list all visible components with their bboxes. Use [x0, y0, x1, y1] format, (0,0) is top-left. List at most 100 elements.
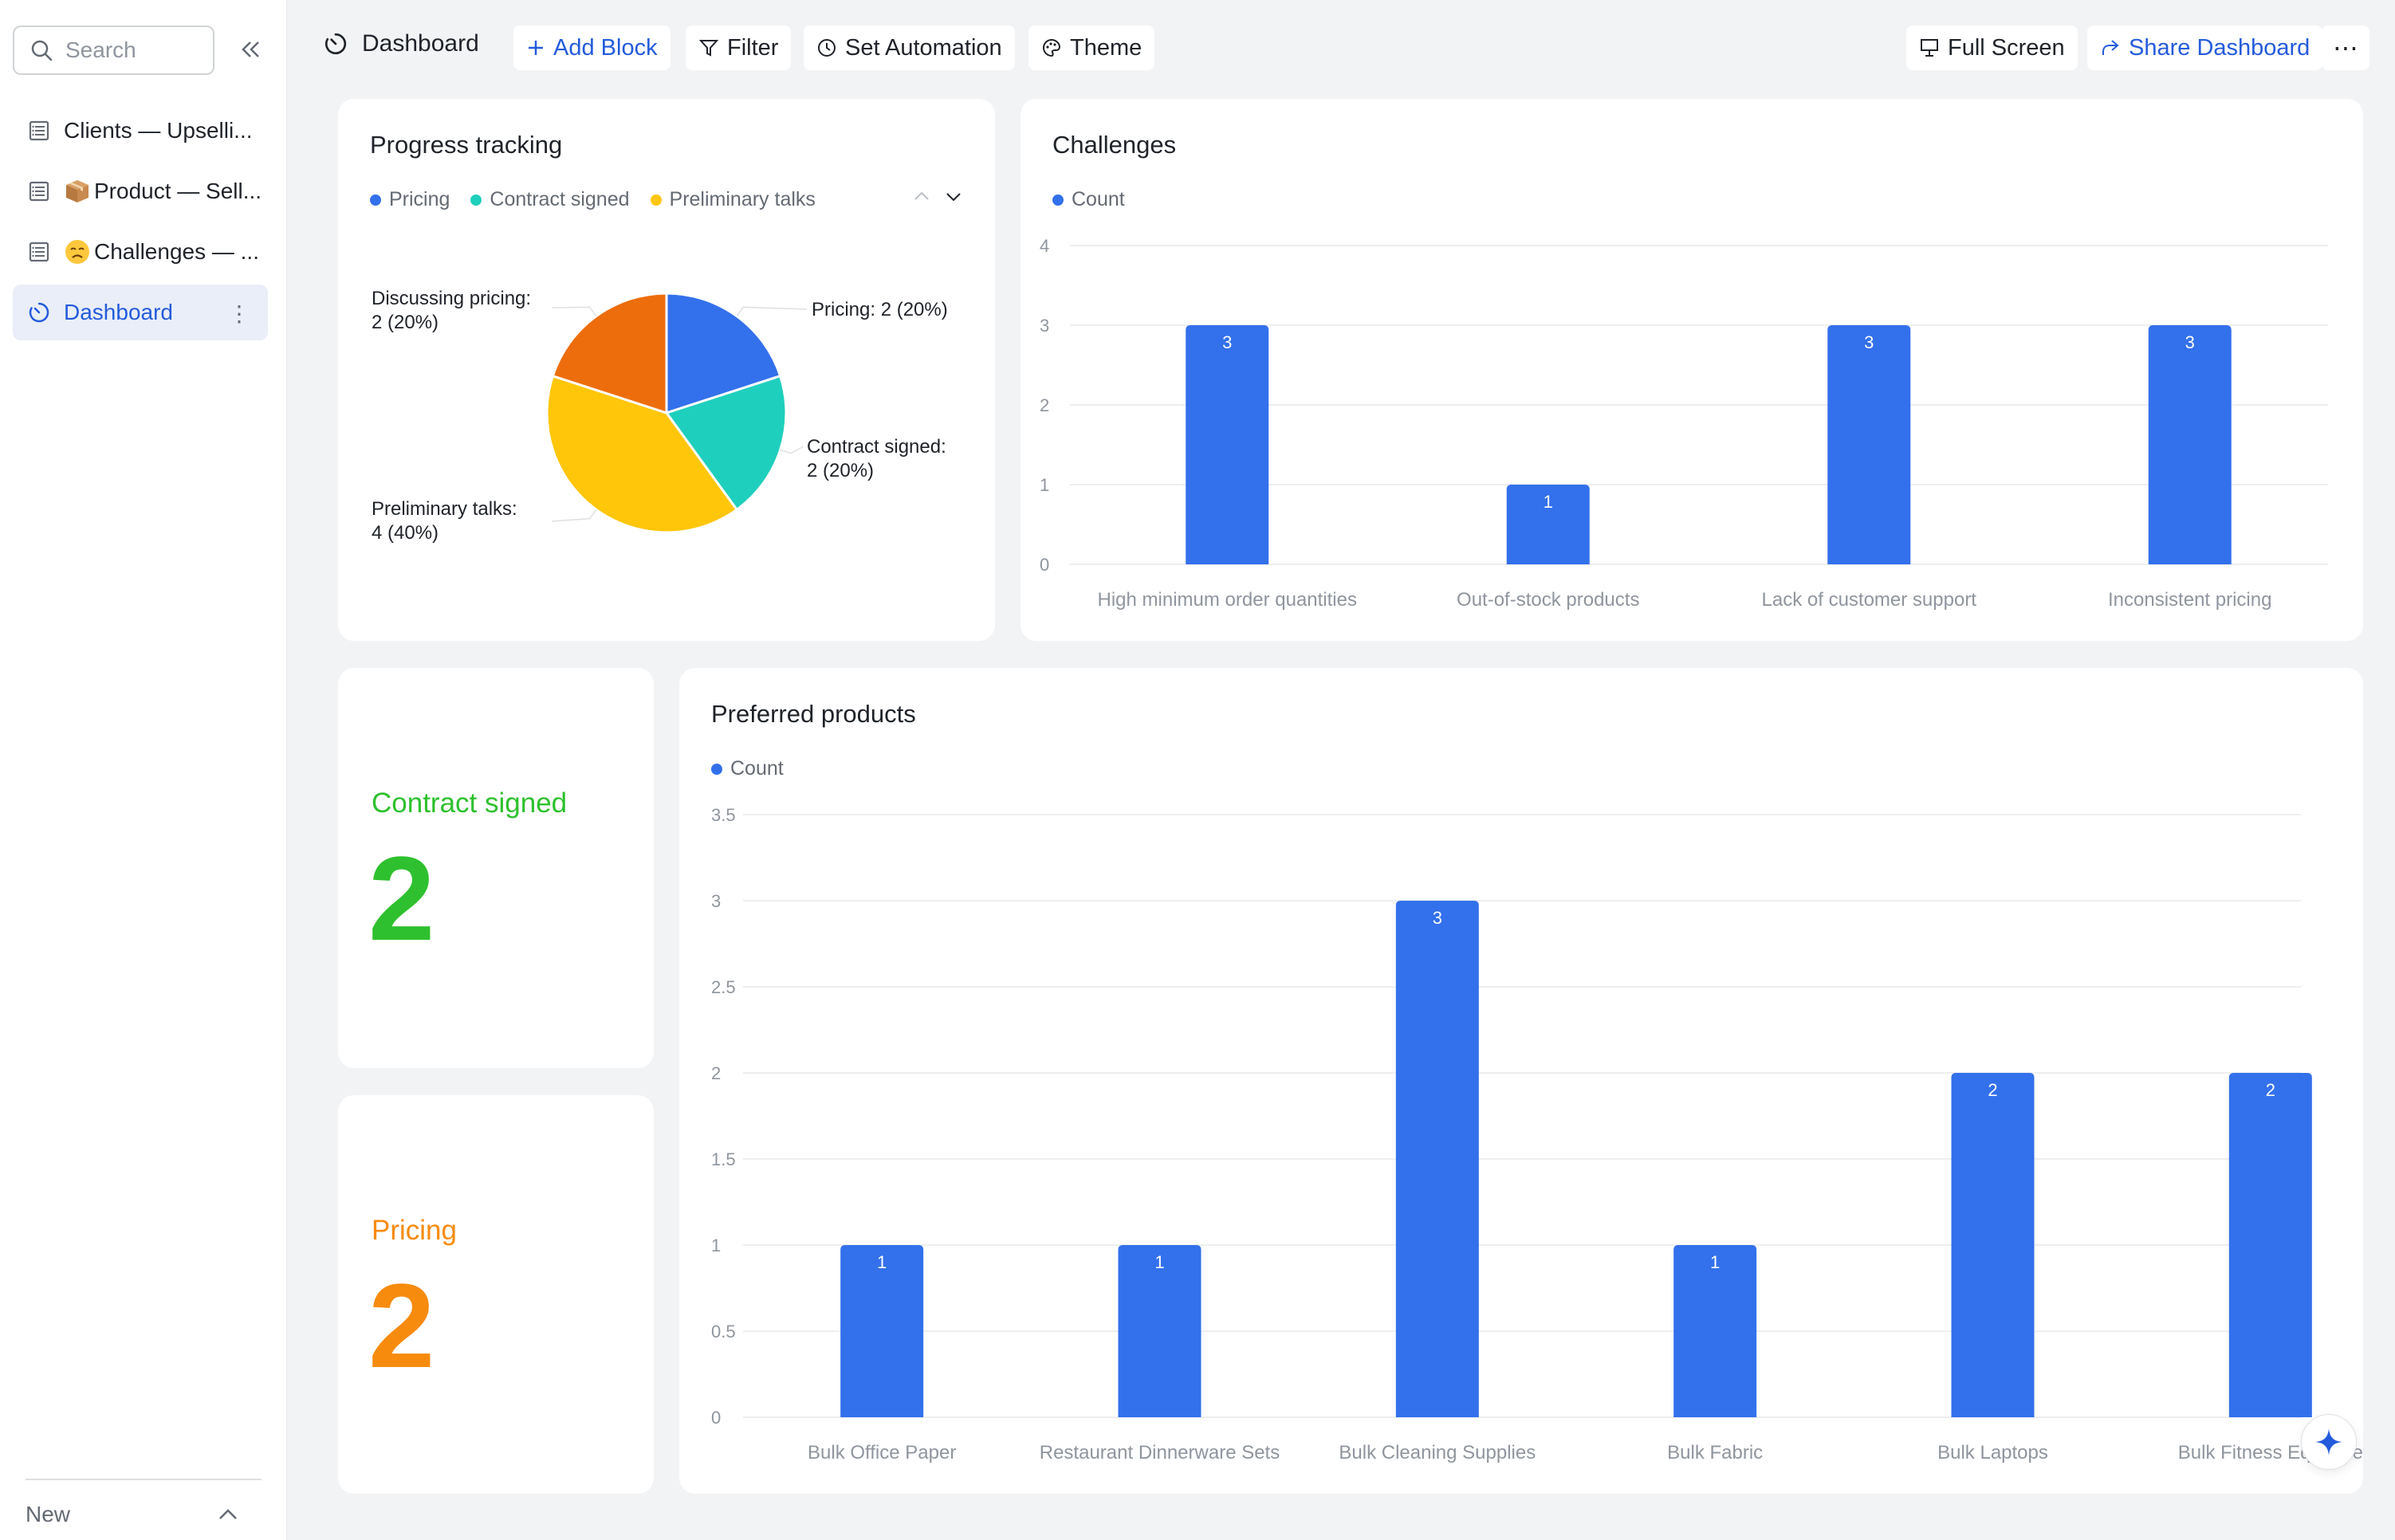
filter-button[interactable]: Filter: [686, 26, 792, 70]
collapse-sidebar-icon[interactable]: [236, 35, 265, 64]
chevron-up-icon[interactable]: [215, 1502, 241, 1531]
progress-tracking-card: Progress tracking Pricing Contract signe…: [338, 99, 995, 641]
sidebar-item-challenges[interactable]: Challenges — ...: [13, 224, 268, 280]
x-tick-label: Bulk Laptops: [1937, 1442, 2048, 1463]
more-options-icon[interactable]: ⋮: [228, 301, 250, 326]
table-icon: [27, 119, 51, 143]
palette-icon: [1043, 38, 1061, 57]
pie-label: 2 (20%): [807, 460, 874, 481]
chevron-up-icon[interactable]: [914, 191, 929, 200]
preferred-products-bar-chart: 0 0.5 1 1.5 2 2.5 3 3.5 1 Bulk Office Paper 1 Resta…: [711, 805, 2363, 1463]
theme-button[interactable]: Theme: [1028, 26, 1155, 70]
chevron-down-icon[interactable]: [946, 193, 961, 202]
bar: [1395, 901, 1479, 1417]
legend-dot: [470, 194, 482, 206]
automation-icon: [818, 39, 836, 57]
card-title: Challenges: [1052, 131, 1177, 159]
x-tick-label: Out-of-stock products: [1457, 589, 1639, 611]
pie-label: Pricing: 2 (20%): [812, 299, 948, 320]
y-tick-label: 0: [711, 1408, 721, 1428]
pie-leader-line: [551, 306, 597, 317]
pie-slice: [664, 374, 788, 512]
bar: [1951, 1073, 2035, 1417]
bar: [1186, 325, 1269, 564]
bar-value-label: 2: [2266, 1080, 2275, 1100]
search-input[interactable]: Search: [13, 26, 214, 75]
legend-item[interactable]: Pricing: [370, 188, 450, 211]
divider: [26, 1479, 262, 1480]
filter-icon: [698, 40, 719, 57]
y-tick-label: 1: [1040, 475, 1049, 495]
set-automation-button[interactable]: Set Automation: [804, 26, 1015, 70]
page-title-text: Dashboard: [362, 30, 479, 57]
bar: [840, 1245, 924, 1417]
chart-legend: Count: [711, 757, 804, 780]
bar: [1673, 1245, 1757, 1417]
sidebar-item-label: Dashboard: [64, 300, 173, 324]
ai-assistant-button[interactable]: [2301, 1414, 2357, 1470]
bar: [2148, 325, 2232, 564]
sidebar-item-product[interactable]: Product — Sell...: [13, 163, 268, 219]
x-tick-label: Lack of customer support: [1762, 589, 1977, 611]
bar-value-label: 1: [1710, 1252, 1720, 1272]
y-tick-label: 2: [711, 1063, 721, 1083]
card-title: Progress tracking: [370, 131, 563, 159]
bar-value-label: 2: [1988, 1080, 1997, 1100]
bar-value-label: 1: [877, 1252, 887, 1272]
x-tick-label: Inconsistent pricing: [2108, 589, 2271, 611]
x-tick-label: Bulk Cleaning Supplies: [1339, 1442, 1536, 1463]
y-tick-label: 0: [1040, 555, 1049, 575]
kpi-label: Contract signed: [372, 788, 568, 819]
bar-value-label: 1: [1544, 492, 1553, 512]
kpi-value: 2: [368, 831, 435, 965]
add-block-button[interactable]: Add Block: [513, 26, 671, 70]
challenges-card: Challenges Count 0 1 2 3 4 3 High minimum orde…: [1021, 99, 2363, 641]
y-tick-label: 0.5: [711, 1322, 736, 1342]
bar: [1118, 1245, 1201, 1417]
bar-value-label: 1: [1154, 1252, 1164, 1272]
weary-face-emoji: [65, 240, 89, 264]
pie-leader-line: [780, 446, 804, 454]
sidebar-item-dashboard[interactable]: Dashboard ⋮: [13, 285, 268, 340]
x-tick-label: High minimum order quantities: [1098, 589, 1357, 611]
legend-item[interactable]: Count: [1052, 188, 1125, 211]
legend-pager: [914, 191, 961, 202]
dashboard-icon: [324, 33, 347, 55]
y-tick-label: 4: [1040, 236, 1049, 256]
bar-value-label: 3: [1433, 908, 1442, 928]
search-placeholder: Search: [65, 37, 136, 62]
pie-label: Preliminary talks:: [372, 498, 517, 520]
legend-item[interactable]: Count: [711, 757, 784, 780]
legend-dot: [711, 763, 722, 775]
toolbar: Dashboard Add Block Filter Set Automatio…: [287, 0, 2395, 96]
y-tick-label: 3: [711, 891, 721, 911]
new-button[interactable]: New: [26, 1502, 71, 1526]
bar-value-label: 3: [2185, 332, 2195, 352]
pricing-kpi-card: Pricing 2: [338, 1095, 654, 1494]
pie-leader-line: [736, 306, 808, 317]
sidebar-item-label: Clients — Upselli...: [64, 118, 253, 143]
pie-label: 2 (20%): [372, 312, 438, 333]
pie-slice: [665, 292, 782, 415]
more-icon: ⋯: [2333, 33, 2358, 62]
y-tick-label: 1.5: [711, 1149, 736, 1169]
kpi-label: Pricing: [372, 1215, 457, 1246]
y-tick-label: 3.5: [711, 805, 736, 825]
legend-item[interactable]: Preliminary talks: [650, 188, 816, 211]
legend-item[interactable]: Contract signed: [470, 188, 630, 211]
pie-chart: Pricing: 2 (20%)Contract signed:2 (20%)P…: [372, 288, 948, 544]
bar: [2228, 1073, 2312, 1417]
pie-slice: [551, 292, 668, 415]
y-tick-label: 2: [1040, 395, 1049, 415]
more-menu-button[interactable]: ⋯: [2322, 26, 2369, 70]
share-icon: [2102, 40, 2119, 55]
bar: [1827, 325, 1911, 564]
share-dashboard-button[interactable]: Share Dashboard: [2087, 26, 2323, 70]
contract-signed-kpi-card: Contract signed 2: [338, 668, 654, 1068]
sidebar-item-clients[interactable]: Clients — Upselli...: [13, 103, 268, 159]
y-tick-label: 2.5: [711, 977, 736, 997]
bar: [1506, 485, 1590, 564]
x-tick-label: Bulk Office Paper: [808, 1442, 956, 1463]
plus-icon: [529, 41, 543, 55]
full-screen-button[interactable]: Full Screen: [1906, 26, 2078, 70]
